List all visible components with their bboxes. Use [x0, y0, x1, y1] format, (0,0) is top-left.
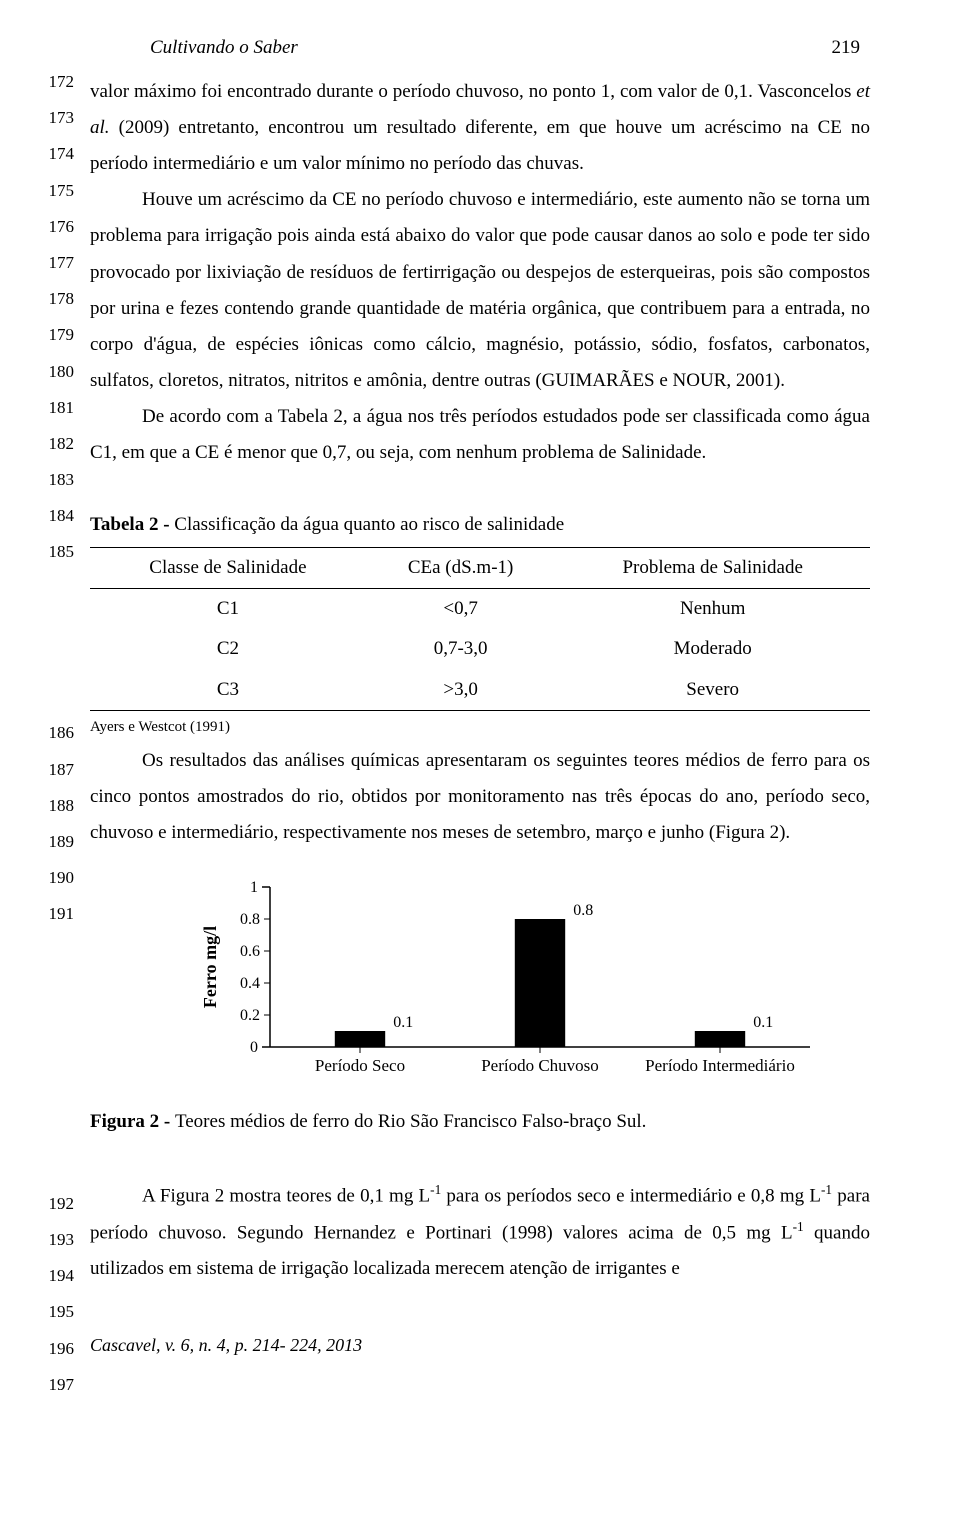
- sup-1: -1: [430, 1182, 441, 1197]
- figure-caption: Figura 2 - Teores médios de ferro do Rio…: [90, 1104, 870, 1140]
- table-title-bold: Tabela 2 -: [90, 514, 174, 535]
- svg-text:0.6: 0.6: [240, 943, 260, 960]
- table-cell: <0,7: [366, 589, 556, 630]
- table-cell: C2: [90, 629, 366, 669]
- paragraph-2-text: Houve um acréscimo da CE no período chuv…: [90, 189, 870, 390]
- figure-caption-bold: Figura 2 -: [90, 1111, 175, 1132]
- sup-2: -1: [821, 1182, 832, 1197]
- paragraph-1-text-a: valor máximo foi encontrado durante o pe…: [90, 81, 856, 102]
- blank-line-2: [90, 1141, 870, 1177]
- table-header: Problema de Salinidade: [555, 548, 870, 589]
- svg-text:0.4: 0.4: [240, 975, 260, 992]
- table-cell: Nenhum: [555, 589, 870, 630]
- paragraph-3: De acordo com a Tabela 2, a água nos trê…: [90, 399, 870, 471]
- p5a: A Figura 2 mostra teores de 0,1 mg L: [142, 1185, 430, 1206]
- svg-text:0.2: 0.2: [240, 1007, 260, 1024]
- table-title-rest: Classificação da água quanto ao risco de…: [174, 514, 564, 535]
- paragraph-1: valor máximo foi encontrado durante o pe…: [90, 74, 870, 182]
- line-number-gutter: 1721731741751761771781791801811821831841…: [38, 64, 74, 1403]
- chart-svg: 0 1 0.2 0.4 0.6 0.8 Ferro mg/l 0.1 Período Seco 0…: [200, 869, 830, 1081]
- figure-caption-rest: Teores médios de ferro do Rio São Franci…: [175, 1111, 646, 1132]
- paragraph-3-text: De acordo com a Tabela 2, a água nos trê…: [90, 406, 870, 463]
- page-number: 219: [832, 30, 861, 66]
- svg-text:0: 0: [250, 1039, 258, 1056]
- table-title: Tabela 2 - Classificação da água quanto …: [90, 507, 870, 543]
- table-cell: >3,0: [366, 670, 556, 711]
- svg-text:0.8: 0.8: [240, 911, 260, 928]
- sup-3: -1: [793, 1219, 804, 1234]
- svg-text:Período Seco: Período Seco: [315, 1056, 405, 1075]
- paragraph-5: A Figura 2 mostra teores de 0,1 mg L-1 p…: [90, 1177, 870, 1288]
- paragraph-2: Houve um acréscimo da CE no período chuv…: [90, 182, 870, 399]
- running-title: Cultivando o Saber: [150, 30, 298, 66]
- svg-text:Ferro mg/l: Ferro mg/l: [200, 926, 220, 1008]
- table-header: CEa (dS.m-1): [366, 548, 556, 589]
- table-source: Ayers e Westcot (1991): [90, 713, 870, 742]
- table-cell: 0,7-3,0: [366, 629, 556, 669]
- svg-text:0.8: 0.8: [573, 902, 593, 919]
- salinity-table: Classe de SalinidadeCEa (dS.m-1)Problema…: [90, 547, 870, 710]
- table-cell: C3: [90, 670, 366, 711]
- running-header: Cultivando o Saber 219: [90, 30, 870, 66]
- svg-text:0.1: 0.1: [393, 1014, 413, 1031]
- table-cell: C1: [90, 589, 366, 630]
- svg-text:Período Chuvoso: Período Chuvoso: [481, 1056, 599, 1075]
- svg-text:1: 1: [250, 879, 258, 896]
- p5b: para os períodos seco e intermediário e …: [441, 1185, 821, 1206]
- svg-text:Período Intermediário: Período Intermediário: [645, 1056, 795, 1075]
- ferro-chart: 0 1 0.2 0.4 0.6 0.8 Ferro mg/l 0.1 Período Seco 0…: [200, 869, 870, 1094]
- paragraph-4: Os resultados das análises químicas apre…: [90, 743, 870, 851]
- svg-text:0.1: 0.1: [753, 1014, 773, 1031]
- paragraph-4-text: Os resultados das análises químicas apre…: [90, 750, 870, 843]
- table-cell: Severo: [555, 670, 870, 711]
- paragraph-1-text-b: (2009) entretanto, encontrou um resultad…: [90, 117, 870, 174]
- blank-line: [90, 471, 870, 507]
- footer-citation: Cascavel, v. 6, n. 4, p. 214- 224, 2013: [90, 1328, 870, 1362]
- table-cell: Moderado: [555, 629, 870, 669]
- table-header: Classe de Salinidade: [90, 548, 366, 589]
